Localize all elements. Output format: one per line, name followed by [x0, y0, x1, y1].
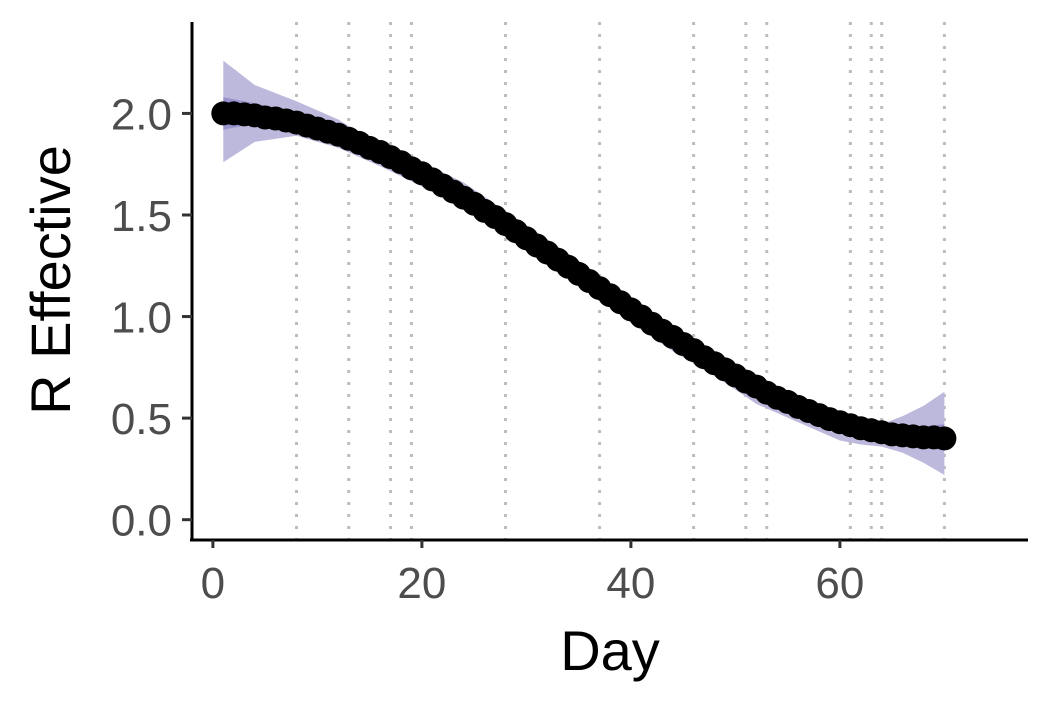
data-point [932, 426, 957, 451]
y-tick-label: 0.5 [111, 395, 172, 444]
data-points [211, 101, 957, 451]
x-tick-label: 60 [815, 559, 864, 608]
reference-lines [295, 22, 946, 540]
x-tick-label: 20 [397, 559, 446, 608]
y-tick-label: 2.0 [111, 90, 172, 139]
y-axis-title: R Effective [19, 145, 82, 415]
x-axis-title: Day [560, 619, 660, 682]
x-tick-label: 40 [606, 559, 655, 608]
y-tick-label: 0.0 [111, 497, 172, 546]
x-tick-label: 0 [201, 559, 225, 608]
y-ticks: 0.0 0.5 1.0 1.5 2.0 [111, 90, 192, 546]
axes [190, 22, 1028, 542]
x-ticks: 0 20 40 60 [201, 540, 864, 608]
y-tick-label: 1.0 [111, 294, 172, 343]
y-tick-label: 1.5 [111, 192, 172, 241]
